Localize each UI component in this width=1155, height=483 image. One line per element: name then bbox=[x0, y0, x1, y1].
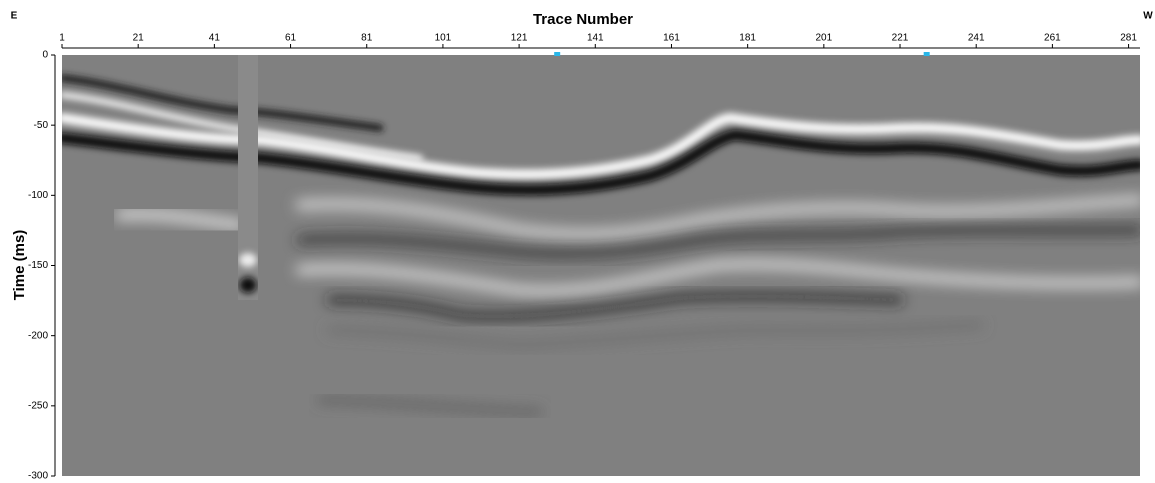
x-tick-label: 181 bbox=[739, 33, 756, 44]
x-tick-label: 101 bbox=[435, 33, 452, 44]
corner-label: W bbox=[1143, 11, 1153, 22]
x-tick-label: 121 bbox=[511, 33, 528, 44]
x-tick-label: 41 bbox=[209, 33, 221, 44]
x-axis-title: Trace Number bbox=[533, 11, 633, 28]
y-tick-label: -100 bbox=[28, 190, 48, 201]
x-tick-label: 221 bbox=[892, 33, 909, 44]
y-tick-label: -300 bbox=[28, 471, 48, 482]
corner-label: E bbox=[11, 11, 18, 22]
seismic-image bbox=[62, 55, 1140, 415]
trace-marker bbox=[554, 52, 561, 56]
x-tick-label: 281 bbox=[1120, 33, 1137, 44]
x-tick-label: 81 bbox=[361, 33, 373, 44]
y-tick-label: -200 bbox=[28, 330, 48, 341]
x-tick-label: 241 bbox=[968, 33, 985, 44]
x-tick-label: 201 bbox=[815, 33, 832, 44]
x-tick-label: 141 bbox=[587, 33, 604, 44]
x-tick-label: 1 bbox=[59, 33, 65, 44]
y-axis-title: Time (ms) bbox=[11, 230, 28, 301]
x-tick-label: 161 bbox=[663, 33, 680, 44]
x-tick-label: 261 bbox=[1044, 33, 1061, 44]
y-tick-label: -150 bbox=[28, 260, 48, 271]
y-tick-label: -50 bbox=[34, 120, 49, 131]
x-tick-label: 21 bbox=[133, 33, 145, 44]
y-tick-label: 0 bbox=[42, 50, 48, 61]
x-tick-label: 61 bbox=[285, 33, 297, 44]
section-background bbox=[62, 55, 1140, 476]
y-tick-label: -250 bbox=[28, 400, 48, 411]
trace-marker bbox=[923, 52, 930, 56]
